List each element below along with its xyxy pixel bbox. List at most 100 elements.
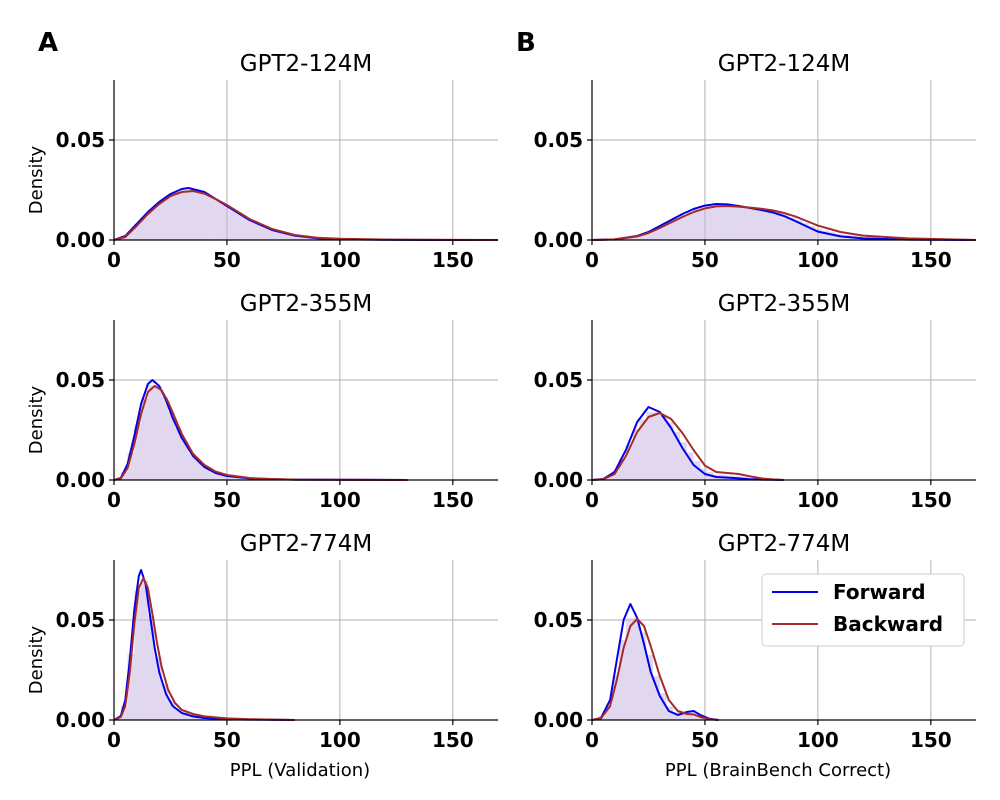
histogram-bin bbox=[120, 706, 128, 720]
histogram-bin bbox=[134, 223, 142, 240]
histogram-bin bbox=[208, 197, 216, 240]
histogram-bin bbox=[734, 206, 742, 240]
histogram-bin bbox=[141, 216, 148, 240]
x-axis-label: PPL (Validation) bbox=[230, 760, 370, 781]
histogram-bin bbox=[747, 207, 755, 240]
histogram-bin bbox=[666, 221, 674, 240]
subplot-title: GPT2-124M bbox=[718, 51, 850, 77]
histogram-bin bbox=[229, 209, 236, 240]
y-tick-label: 0.05 bbox=[56, 128, 105, 152]
subplot-6: 0 50 100 150 0.00 0.05 GPT2-774M PPL (BrainBenc… bbox=[534, 531, 976, 781]
histogram-bin bbox=[222, 475, 230, 480]
x-tick-label: 100 bbox=[319, 728, 361, 752]
x-tick-label: 150 bbox=[910, 488, 952, 512]
y-tick-label: 0.00 bbox=[56, 468, 105, 492]
histogram-bin bbox=[639, 234, 647, 240]
histogram-bin bbox=[269, 229, 277, 240]
histogram-bin bbox=[815, 228, 823, 240]
histogram-bin bbox=[161, 396, 169, 480]
histogram-bin bbox=[188, 189, 196, 240]
y-tick-label: 0.00 bbox=[56, 228, 105, 252]
histogram-bin bbox=[619, 640, 626, 720]
panel-label-b: B bbox=[516, 28, 536, 58]
histogram-bin bbox=[680, 215, 687, 240]
histogram-bin bbox=[174, 428, 182, 480]
y-tick-label: 0.05 bbox=[56, 368, 105, 392]
histogram-bin bbox=[795, 220, 803, 240]
y-tick-label: 0.05 bbox=[534, 128, 583, 152]
y-axis-label: Density bbox=[26, 145, 47, 214]
histogram-bin bbox=[120, 472, 128, 480]
histogram-bin bbox=[263, 227, 270, 240]
y-axis-label: Density bbox=[26, 385, 47, 454]
histogram-bin bbox=[235, 476, 243, 480]
histogram-bin bbox=[632, 236, 640, 240]
histogram-bin bbox=[147, 615, 155, 720]
histogram-bin bbox=[161, 199, 169, 240]
x-axis-label: PPL (BrainBench Correct) bbox=[665, 760, 891, 781]
histogram-bin bbox=[202, 466, 209, 480]
histogram-bin bbox=[154, 204, 162, 240]
histogram-bin bbox=[208, 470, 216, 480]
histogram-bin bbox=[242, 217, 250, 240]
x-tick-label: 50 bbox=[213, 248, 241, 272]
histogram-bin bbox=[222, 204, 230, 240]
x-tick-label: 0 bbox=[107, 248, 121, 272]
histogram-bin bbox=[686, 212, 694, 240]
histogram-bin bbox=[808, 226, 816, 240]
histogram-bin bbox=[659, 225, 667, 240]
histogram-bin bbox=[127, 453, 135, 480]
histogram-bin bbox=[120, 236, 128, 240]
x-tick-label: 50 bbox=[691, 488, 719, 512]
density-curve-forward bbox=[591, 603, 719, 721]
density-curve-backward bbox=[113, 190, 499, 241]
legend-backward-label: Backward bbox=[833, 612, 943, 636]
histogram-bin bbox=[829, 232, 836, 240]
histogram-bin bbox=[822, 230, 830, 240]
histogram-bin bbox=[168, 700, 175, 720]
histogram-bin bbox=[625, 237, 633, 240]
x-tick-label: 100 bbox=[797, 488, 839, 512]
subplot-title: GPT2-124M bbox=[240, 51, 372, 77]
histogram-bin bbox=[195, 460, 203, 480]
histogram-bin bbox=[761, 210, 769, 240]
x-tick-label: 150 bbox=[432, 728, 474, 752]
histogram-bin bbox=[768, 211, 775, 240]
x-tick-label: 50 bbox=[213, 488, 241, 512]
histogram-bin bbox=[235, 213, 243, 240]
histogram-bin bbox=[141, 398, 148, 480]
histogram-bin bbox=[741, 207, 748, 240]
legend-forward-label: Forward bbox=[833, 580, 926, 604]
histogram-bin bbox=[134, 424, 142, 480]
x-tick-label: 100 bbox=[797, 248, 839, 272]
histogram-bin bbox=[256, 224, 264, 240]
histogram-bin bbox=[127, 653, 135, 720]
histogram-bin bbox=[188, 714, 196, 720]
x-tick-label: 100 bbox=[319, 248, 361, 272]
histogram-bin bbox=[666, 706, 674, 720]
histogram-bin bbox=[686, 712, 694, 720]
histogram-bin bbox=[612, 675, 620, 720]
x-tick-label: 0 bbox=[107, 488, 121, 512]
histogram-bin bbox=[625, 445, 633, 480]
density-curve-backward bbox=[113, 577, 295, 721]
histogram-bin bbox=[625, 618, 633, 720]
histogram-bin bbox=[632, 617, 640, 720]
histogram-bin bbox=[639, 632, 647, 720]
histogram-bin bbox=[147, 210, 155, 240]
histogram-bin bbox=[141, 580, 148, 720]
histogram-bin bbox=[174, 191, 182, 240]
histogram-bin bbox=[659, 415, 667, 480]
x-tick-label: 50 bbox=[691, 728, 719, 752]
histogram-bin bbox=[754, 208, 762, 240]
x-tick-label: 50 bbox=[691, 248, 719, 272]
y-tick-label: 0.00 bbox=[534, 228, 583, 252]
panel-label-a: A bbox=[38, 28, 58, 58]
histogram-bin bbox=[720, 205, 728, 240]
x-tick-label: 150 bbox=[910, 248, 952, 272]
histogram-bin bbox=[693, 461, 701, 480]
histogram-bin bbox=[181, 190, 189, 240]
x-tick-label: 0 bbox=[585, 728, 599, 752]
histogram-bin bbox=[249, 221, 257, 240]
histogram-bin bbox=[659, 693, 667, 720]
